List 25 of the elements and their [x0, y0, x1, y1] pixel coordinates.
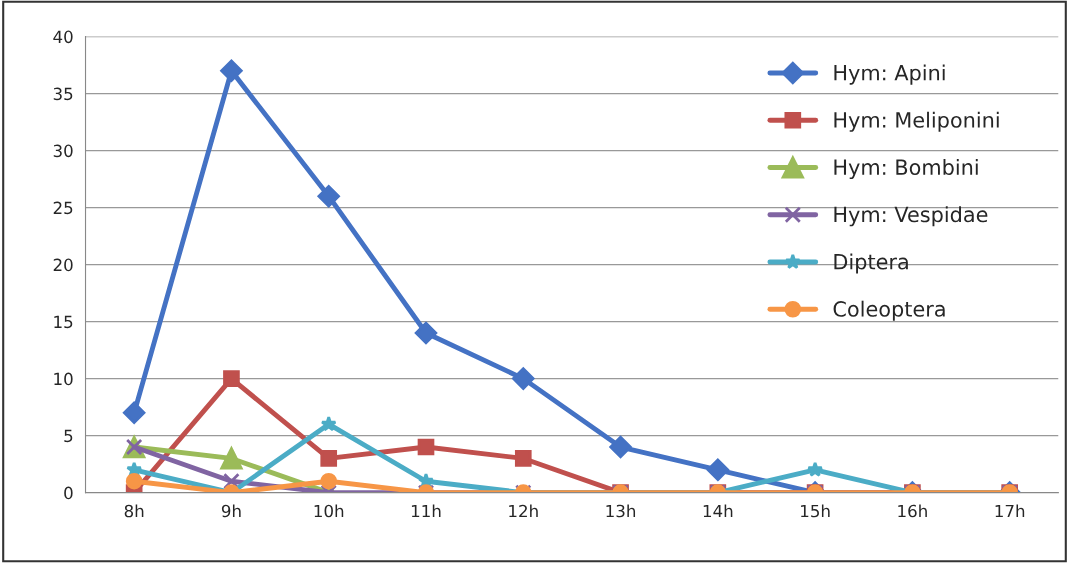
- legend-label: Hym: Apini: [834, 64, 945, 85]
- legend-label: Coleoptera: [833, 300, 945, 321]
- legend-label: Hym: Bombini: [834, 158, 978, 180]
- y-tick-label: 30: [53, 144, 73, 158]
- x-tick-label: 9h: [221, 504, 241, 518]
- y-tick-label: 20: [53, 258, 73, 272]
- x-tick-label: 15h: [801, 504, 830, 518]
- y-tick-label: 25: [53, 201, 73, 215]
- x-tick-label: 10h: [314, 504, 344, 518]
- legend-label: Hym: Vespidae: [834, 206, 988, 227]
- x-tick-label: 16h: [898, 504, 927, 518]
- legend-label: Diptera: [834, 253, 908, 274]
- x-tick-label: 8h: [124, 504, 144, 518]
- y-tick-label: 10: [54, 372, 73, 386]
- y-tick-label: 35: [53, 87, 73, 101]
- x-tick-label: 11h: [411, 504, 441, 518]
- y-tick-label: 5: [64, 429, 73, 443]
- y-tick-label: 0: [64, 486, 73, 500]
- y-tick-label: 40: [53, 30, 73, 44]
- legend-label: Hym: Meliponini: [834, 111, 999, 132]
- x-tick-label: 12h: [509, 504, 538, 518]
- y-tick-label: 15: [54, 315, 73, 329]
- x-tick-label: 13h: [606, 504, 636, 518]
- x-tick-label: 14h: [703, 504, 733, 518]
- x-tick-label: 17h: [995, 504, 1025, 518]
